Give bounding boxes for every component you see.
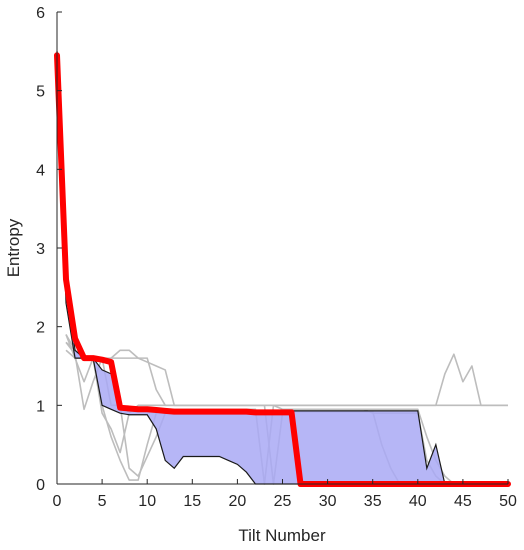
axes (56, 11, 509, 485)
y-axis-title: Entropy (4, 218, 23, 277)
x-tick-label: 30 (319, 493, 337, 510)
run-line-1 (65, 334, 508, 407)
x-tick-label: 10 (138, 493, 156, 510)
x-tick-label: 15 (183, 493, 201, 510)
run-line-2 (65, 341, 508, 411)
x-tick-label: 45 (454, 493, 472, 510)
y-tick-label: 0 (36, 477, 45, 494)
x-tick-label: 25 (274, 493, 292, 510)
y-tick-label: 2 (36, 320, 45, 337)
y-tick-label: 3 (36, 241, 45, 258)
x-tick-label: 5 (98, 493, 107, 510)
y-tick-label: 4 (36, 162, 45, 179)
y-tick-label: 6 (36, 5, 45, 22)
y-tick-label: 5 (36, 84, 45, 101)
x-tick-label: 35 (364, 493, 382, 510)
x-axis-title: Tilt Number (238, 526, 326, 545)
x-tick-label: 40 (409, 493, 427, 510)
y-tick-label: 1 (36, 398, 45, 415)
spread-band (56, 51, 446, 485)
band-area (57, 51, 445, 484)
x-tick-label: 20 (229, 493, 247, 510)
x-tick-label: 50 (499, 493, 517, 510)
x-tick-label: 0 (53, 493, 62, 510)
